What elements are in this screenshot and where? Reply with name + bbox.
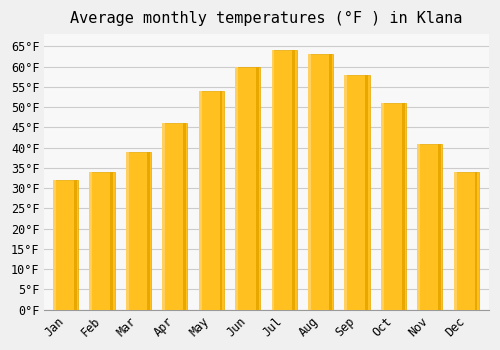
- Bar: [54, 180, 78, 310]
- Bar: [402, 103, 404, 310]
- Bar: [292, 50, 296, 310]
- Bar: [200, 91, 224, 310]
- Bar: [126, 152, 129, 310]
- Bar: [236, 66, 260, 310]
- Bar: [381, 103, 384, 310]
- Bar: [273, 50, 296, 310]
- Bar: [308, 55, 311, 310]
- Bar: [310, 55, 333, 310]
- Bar: [418, 144, 420, 310]
- Bar: [455, 172, 479, 310]
- Bar: [147, 152, 150, 310]
- Bar: [344, 75, 348, 310]
- Bar: [199, 91, 202, 310]
- Bar: [382, 103, 406, 310]
- Bar: [220, 91, 222, 310]
- Bar: [329, 55, 332, 310]
- Bar: [91, 172, 114, 310]
- Bar: [90, 172, 92, 310]
- Bar: [474, 172, 478, 310]
- Bar: [366, 75, 368, 310]
- Bar: [454, 172, 456, 310]
- Bar: [162, 123, 165, 310]
- Bar: [53, 180, 56, 310]
- Title: Average monthly temperatures (°F ) in Klana: Average monthly temperatures (°F ) in Kl…: [70, 11, 463, 26]
- Bar: [164, 123, 188, 310]
- Bar: [346, 75, 370, 310]
- Bar: [272, 50, 274, 310]
- Bar: [438, 144, 441, 310]
- Bar: [235, 66, 238, 310]
- Bar: [128, 152, 151, 310]
- Bar: [74, 180, 76, 310]
- Bar: [419, 144, 442, 310]
- Bar: [110, 172, 113, 310]
- Bar: [183, 123, 186, 310]
- Bar: [256, 66, 259, 310]
